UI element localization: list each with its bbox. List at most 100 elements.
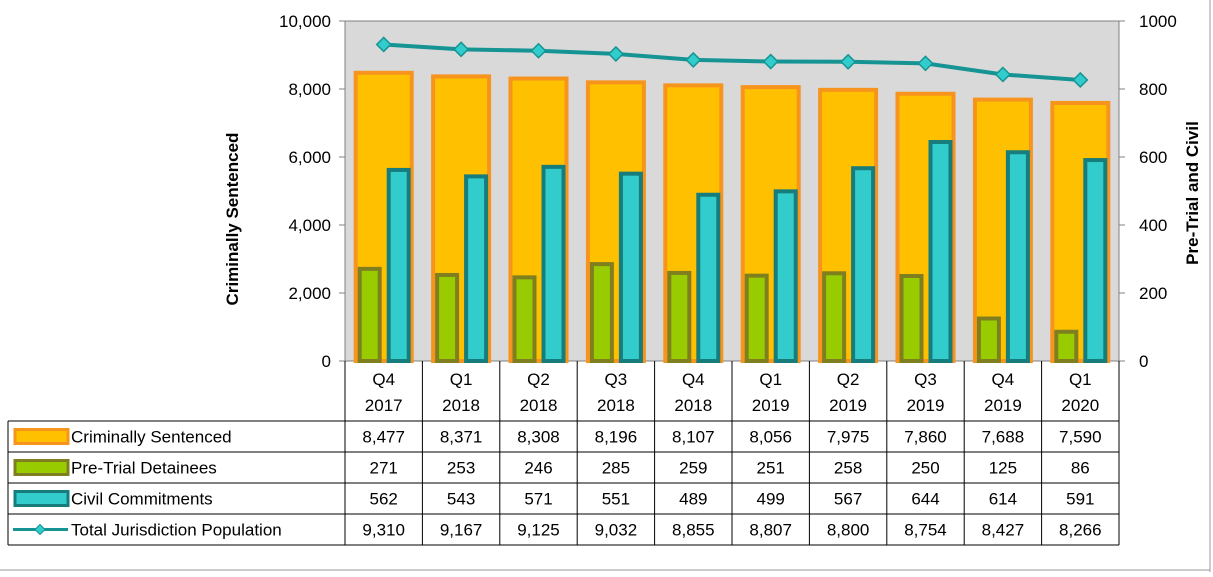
marker-total-jurisdiction-population [453,41,470,58]
table-cell-value: 9,167 [440,521,483,540]
bar-pre-trial-detainees [899,274,924,363]
bar-pre-trial-detainees [512,275,537,363]
table-cell-value: 591 [1066,490,1094,509]
table-cell-value: 562 [370,490,398,509]
x-category-label: 2019 [907,396,945,415]
table-cell-value: 86 [1071,459,1090,478]
x-category-label: Q4 [992,370,1015,389]
bar-pre-trial-detainees [435,272,460,364]
table-row-label: Pre-Trial Detainees [71,459,217,478]
table-cell-value: 8,107 [672,428,715,447]
table-cell-value: 285 [602,459,630,478]
table-cell-value: 253 [447,459,475,478]
table-cell-value: 614 [989,490,1017,509]
table-cell-value: 8,800 [827,521,870,540]
marker-total-jurisdiction-population [994,66,1011,83]
x-category-label: 2018 [520,396,558,415]
x-category-label: Q1 [450,370,473,389]
table-cell-value: 499 [757,490,785,509]
y-left-tick-label: 10,000 [279,12,331,31]
table-cell-value: 7,975 [827,428,870,447]
bar-pre-trial-detainees [976,316,1001,363]
line-total-jurisdiction-population [383,42,1081,82]
y-left-tick-label: 6,000 [288,148,331,167]
table-cell-value: 271 [370,459,398,478]
table-cell-value: 8,371 [440,428,483,447]
table-row-label: Civil Commitments [71,490,213,509]
bar-pre-trial-detainees [1054,329,1079,364]
table-cell-value: 251 [757,459,785,478]
table-cell-value: 125 [989,459,1017,478]
table-cell-value: 7,860 [904,428,947,447]
marker-total-jurisdiction-population [607,45,624,62]
table-cell-value: 258 [834,459,862,478]
y-left-tick-label: 8,000 [288,80,331,99]
x-category-label: 2019 [752,396,790,415]
table-cell-value: 7,688 [982,428,1025,447]
bar-civil-commitments [541,164,566,363]
table-cell-value: 8,056 [749,428,792,447]
legend-key-marker [34,523,46,536]
marker-total-jurisdiction-population [375,36,392,53]
y-right-tick-label: 800 [1139,80,1167,99]
x-category-label: Q1 [1069,370,1092,389]
y-right-tick-label: 600 [1139,148,1167,167]
x-category-label: Q4 [372,370,395,389]
x-category-label: Q2 [837,370,860,389]
bar-civil-commitments [386,167,411,363]
bar-civil-commitments [464,174,489,363]
table-cell-value: 8,477 [362,428,405,447]
x-category-label: 2018 [674,396,712,415]
legend-key-criminally-sentenced [13,428,70,445]
marker-total-jurisdiction-population [685,51,702,68]
table-cell-value: 259 [679,459,707,478]
bar-civil-commitments [1083,158,1108,363]
bar-civil-commitments [773,189,798,363]
table-cell-value: 8,196 [595,428,638,447]
table-cell-value: 8,807 [749,521,792,540]
x-category-label: Q1 [759,370,782,389]
x-category-label: 2017 [365,396,403,415]
table-cell-value: 489 [679,490,707,509]
table-cell-value: 551 [602,490,630,509]
table-row-label: Criminally Sentenced [71,428,232,447]
x-category-label: 2018 [442,396,480,415]
x-category-label: 2018 [597,396,635,415]
table-cell-value: 567 [834,490,862,509]
y-right-axis-title: Pre-Trial and Civil [1183,121,1202,265]
table-cell-value: 7,590 [1059,428,1102,447]
table-cell-value: 571 [524,490,552,509]
y-left-tick-label: 2,000 [288,284,331,303]
marker-total-jurisdiction-population [530,42,547,59]
x-category-label: 2019 [984,396,1022,415]
bar-civil-commitments [696,192,721,363]
bar-civil-commitments [928,140,953,363]
y-right-tick-label: 0 [1139,352,1148,371]
y-right-tick-label: 200 [1139,284,1167,303]
bar-pre-trial-detainees [589,262,614,364]
legend-key-pre-trial-detainees [13,459,70,476]
marker-total-jurisdiction-population [1072,71,1089,89]
x-category-label: Q4 [682,370,705,389]
table-cell-value: 8,855 [672,521,715,540]
marker-total-jurisdiction-population [840,53,857,70]
y-right-tick-label: 1000 [1139,12,1177,31]
table-cell-value: 8,308 [517,428,560,447]
y-left-tick-label: 0 [322,352,331,371]
table-cell-value: 543 [447,490,475,509]
legend-key-civil-commitments [13,490,70,507]
bar-pre-trial-detainees [822,271,847,363]
table-cell-value: 9,032 [595,521,638,540]
table-cell-value: 644 [911,490,939,509]
marker-total-jurisdiction-population [917,55,934,72]
table-cell-value: 8,427 [982,521,1025,540]
table-cell-value: 9,125 [517,521,560,540]
x-category-label: Q3 [605,370,628,389]
x-category-label: 2020 [1061,396,1099,415]
table-cell-value: 9,310 [362,521,405,540]
y-right-tick-label: 400 [1139,216,1167,235]
bar-pre-trial-detainees [357,266,382,363]
x-category-label: Q2 [527,370,550,389]
